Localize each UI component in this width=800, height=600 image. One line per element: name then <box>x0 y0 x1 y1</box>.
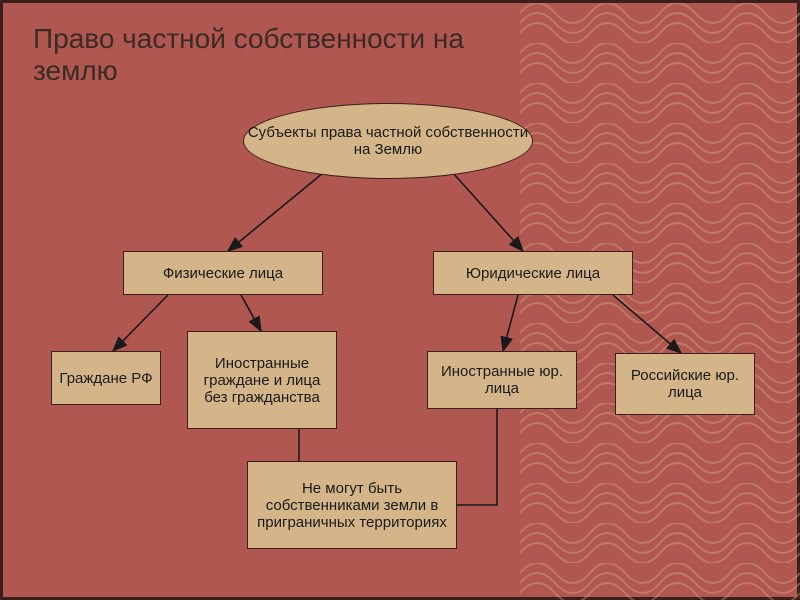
node-foreign_leg: Иностранные юр. лица <box>427 351 577 409</box>
node-citizens: Граждане РФ <box>51 351 161 405</box>
node-rus_leg: Российские юр. лица <box>615 353 755 415</box>
pattern-right <box>660 3 800 600</box>
arrow-legal-foreign_leg <box>503 295 518 351</box>
node-foreign_ind: Иностранные граждане и лица без гражданс… <box>187 331 337 429</box>
node-note: Не могут быть собственниками земли в при… <box>247 461 457 549</box>
arrow-root-legal <box>453 173 523 251</box>
pattern-left <box>520 3 660 600</box>
arrow-root-phys <box>228 173 323 251</box>
arrow-phys-foreign_ind <box>241 295 261 331</box>
slide: Право частной собственности на землю Суб… <box>0 0 800 600</box>
root-ellipse-label: Субъекты права частной собственности на … <box>244 124 532 158</box>
root-ellipse: Субъекты права частной собственности на … <box>243 103 533 179</box>
node-legal: Юридические лица <box>433 251 633 295</box>
arrow-phys-citizens <box>113 295 168 351</box>
elbow-foreign_leg-note <box>457 409 497 505</box>
slide-title: Право частной собственности на землю <box>33 23 464 87</box>
node-phys: Физические лица <box>123 251 323 295</box>
